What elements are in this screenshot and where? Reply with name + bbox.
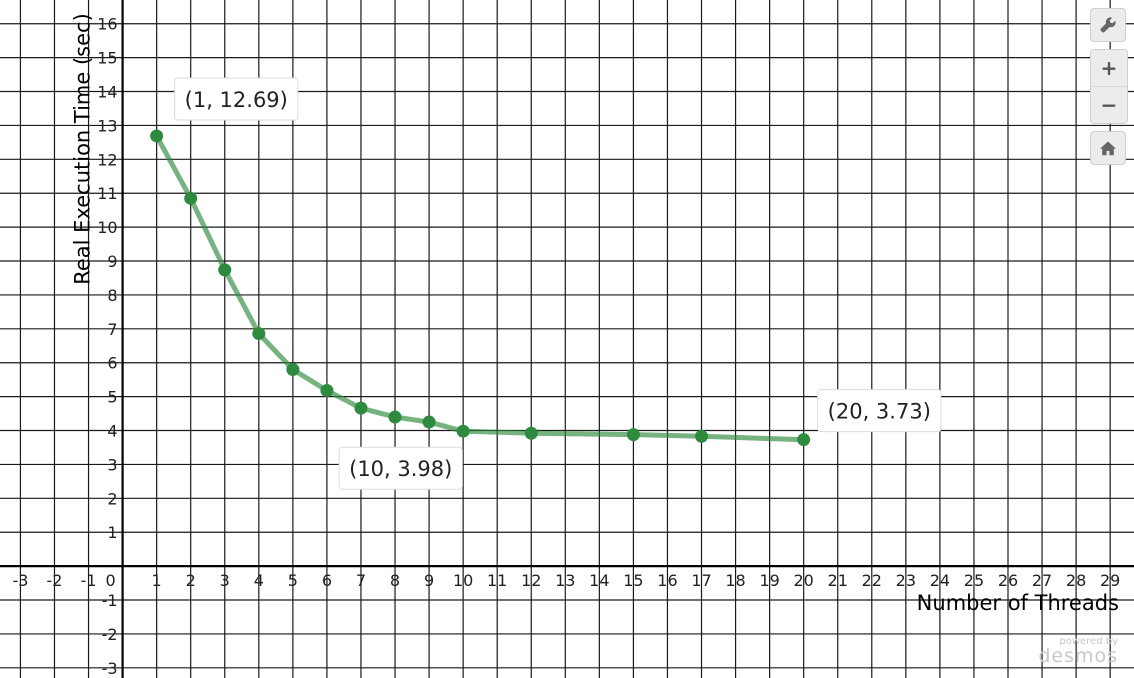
watermark-desmos: desmos <box>1038 645 1118 667</box>
x-tick-label: 4 <box>254 571 264 590</box>
x-tick-label: 24 <box>930 571 950 590</box>
y-tick-label: 4 <box>107 422 117 441</box>
y-tick-label: 2 <box>107 489 117 508</box>
y-tick-label: 8 <box>107 286 117 305</box>
point-label[interactable]: (10, 3.98) <box>338 446 463 490</box>
x-tick-label: 23 <box>896 571 916 590</box>
y-tick-label: -1 <box>102 591 118 610</box>
point-label-text: (20, 3.73) <box>828 400 931 424</box>
x-tick-label: 6 <box>322 571 332 590</box>
x-tick-label: -3 <box>12 571 28 590</box>
point-label-text: (1, 12.69) <box>185 88 288 112</box>
x-tick-labels: -3 -2 -1 0 1 2 3 4 5 6 7 8 9 10 11 12 13 14 15 16 17 18 19 20 21… <box>12 571 1120 590</box>
point-label[interactable]: (1, 12.69) <box>174 77 299 121</box>
x-tick-label: 9 <box>424 571 434 590</box>
x-tick-label: -2 <box>47 571 63 590</box>
y-tick-label: 7 <box>107 320 117 339</box>
x-tick-label: 1 <box>152 571 162 590</box>
x-tick-label: 29 <box>1100 571 1120 590</box>
zoom-controls: + − <box>1090 49 1128 124</box>
y-tick-label: 16 <box>97 15 117 34</box>
y-tick-label: 9 <box>107 252 117 271</box>
y-axis-title: Real Execution Time (sec) <box>71 13 95 285</box>
x-tick-label: 26 <box>998 571 1018 590</box>
x-tick-label: 14 <box>589 571 609 590</box>
y-tick-label: 13 <box>97 116 117 135</box>
data-point[interactable] <box>252 327 266 341</box>
zoom-out-button[interactable]: − <box>1091 87 1127 123</box>
x-tick-label: 7 <box>356 571 366 590</box>
data-point[interactable] <box>354 401 368 415</box>
x-tick-label: 11 <box>487 571 507 590</box>
y-tick-label: 14 <box>97 83 117 102</box>
x-tick-label: -1 <box>81 571 97 590</box>
point-label-box <box>338 446 463 490</box>
y-tick-label: 12 <box>97 150 117 169</box>
watermark-powered-by: powered by <box>1059 636 1118 647</box>
x-tick-label: 20 <box>793 571 813 590</box>
x-tick-label: 8 <box>390 571 400 590</box>
x-tick-label: 5 <box>288 571 298 590</box>
x-tick-label: 17 <box>691 571 711 590</box>
x-tick-label: 0 <box>106 571 116 590</box>
data-point[interactable] <box>320 384 334 398</box>
point-label-box <box>817 389 942 433</box>
x-tick-label: 18 <box>725 571 745 590</box>
x-tick-label: 27 <box>1032 571 1052 590</box>
wrench-icon <box>1100 17 1116 33</box>
x-tick-label: 28 <box>1066 571 1086 590</box>
x-tick-label: 22 <box>862 571 882 590</box>
y-tick-label: 5 <box>107 388 117 407</box>
x-tick-label: 21 <box>828 571 848 590</box>
x-axis-title: Number of Threads <box>917 591 1119 615</box>
x-tick-label: 15 <box>623 571 643 590</box>
home-button[interactable] <box>1090 131 1126 165</box>
data-point[interactable] <box>797 433 811 447</box>
data-point[interactable] <box>456 424 470 438</box>
y-tick-label: 1 <box>107 523 117 542</box>
y-tick-label: 6 <box>107 354 117 373</box>
x-tick-label: 3 <box>220 571 230 590</box>
y-tick-label: -3 <box>102 659 118 678</box>
x-tick-label: 13 <box>555 571 575 590</box>
point-label-box <box>174 77 299 121</box>
x-tick-label: 10 <box>453 571 473 590</box>
x-tick-label: 25 <box>964 571 984 590</box>
data-point[interactable] <box>388 410 402 424</box>
x-tick-label: 19 <box>759 571 779 590</box>
home-icon <box>1100 141 1116 156</box>
data-point[interactable] <box>626 428 640 442</box>
point-label[interactable]: (20, 3.73) <box>817 389 942 433</box>
x-tick-label: 12 <box>521 571 541 590</box>
x-tick-label: 16 <box>657 571 677 590</box>
graph-controls: + − <box>1090 8 1128 165</box>
y-tick-label: 10 <box>97 218 117 237</box>
settings-button[interactable] <box>1090 8 1126 42</box>
data-point[interactable] <box>286 363 300 377</box>
data-point[interactable] <box>218 263 232 277</box>
x-tick-label: 2 <box>186 571 196 590</box>
point-label-text: (10, 3.98) <box>349 457 452 481</box>
series-line <box>154 133 807 443</box>
data-point[interactable] <box>184 191 198 205</box>
point-labels[interactable]: (1, 12.69) (10, 3.98) (20, 3.73) <box>174 77 942 490</box>
data-point[interactable] <box>150 129 164 143</box>
y-tick-label: -2 <box>102 625 118 644</box>
data-point[interactable] <box>422 415 436 429</box>
y-tick-label: 15 <box>97 49 117 68</box>
data-points[interactable] <box>150 129 811 447</box>
data-point[interactable] <box>695 429 709 443</box>
zoom-in-button[interactable]: + <box>1091 50 1127 86</box>
y-tick-label: 11 <box>97 184 117 203</box>
y-tick-label: 3 <box>107 455 117 474</box>
desmos-watermark: powered by desmos <box>1038 636 1118 666</box>
data-point[interactable] <box>524 426 538 440</box>
series-polyline <box>154 133 807 443</box>
